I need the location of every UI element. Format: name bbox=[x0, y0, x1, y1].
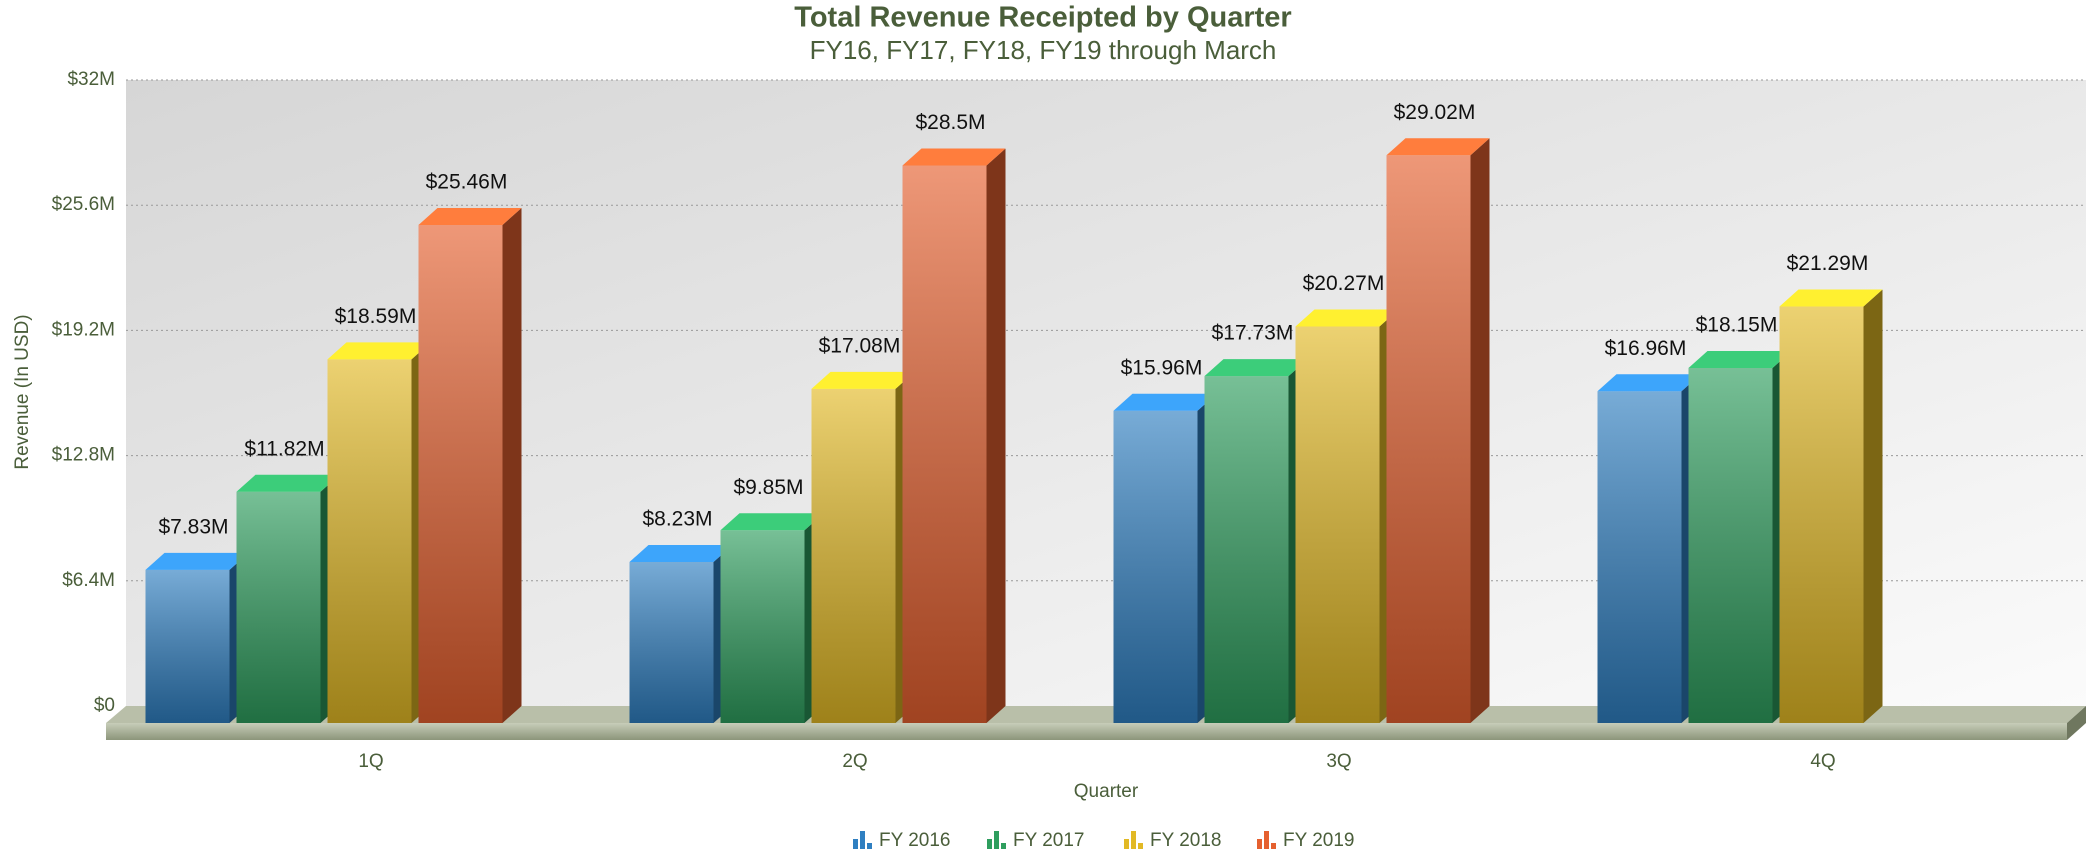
bar-top bbox=[1386, 138, 1490, 156]
value-label: $17.08M bbox=[819, 334, 901, 357]
bar-top bbox=[1688, 350, 1792, 368]
legend-icon bbox=[1124, 839, 1129, 849]
y-tick-label: $32M bbox=[67, 69, 115, 90]
bar-shade bbox=[720, 530, 805, 723]
legend-icon bbox=[1271, 843, 1276, 849]
bar-top bbox=[145, 552, 249, 570]
y-tick-label: $19.2M bbox=[52, 319, 115, 340]
y-axis-title: Revenue (In USD) bbox=[12, 314, 33, 469]
legend-icon bbox=[987, 839, 992, 849]
x-tick-label: 3Q bbox=[1326, 751, 1351, 772]
bar-top bbox=[1113, 393, 1217, 411]
value-label: $18.59M bbox=[335, 305, 417, 328]
value-label: $15.96M bbox=[1121, 356, 1203, 379]
bar-top bbox=[236, 474, 340, 492]
legend-label: FY 2017 bbox=[1013, 830, 1084, 851]
bar-side bbox=[502, 207, 522, 724]
legend-icon bbox=[994, 831, 999, 849]
legend-icon bbox=[867, 843, 872, 849]
bar-shade bbox=[145, 569, 230, 723]
bar-shade bbox=[1597, 391, 1682, 723]
value-label: $11.82M bbox=[244, 437, 324, 460]
bar-side bbox=[1470, 138, 1490, 723]
y-tick-label: $0 bbox=[94, 695, 115, 716]
bar-top bbox=[720, 513, 824, 531]
legend-icon bbox=[853, 839, 858, 849]
x-tick-label: 2Q bbox=[842, 751, 867, 772]
legend-icon bbox=[1257, 839, 1262, 849]
bar-shade bbox=[902, 165, 987, 723]
bar-top bbox=[1295, 309, 1399, 327]
value-label: $9.85M bbox=[733, 476, 803, 499]
value-label: $20.27M bbox=[1303, 272, 1385, 295]
legend-icon bbox=[860, 831, 865, 849]
bar-top bbox=[902, 148, 1006, 166]
legend-label: FY 2019 bbox=[1283, 830, 1354, 851]
bar-shade bbox=[1204, 376, 1289, 723]
bar-top bbox=[327, 342, 431, 360]
bar-shade bbox=[327, 359, 412, 723]
value-label: $18.15M bbox=[1696, 313, 1778, 336]
x-tick-label: 4Q bbox=[1810, 751, 1835, 772]
bar-shade bbox=[811, 388, 896, 723]
value-label: $8.23M bbox=[642, 508, 712, 531]
y-tick-label: $25.6M bbox=[52, 194, 115, 215]
x-axis-title: Quarter bbox=[1074, 781, 1139, 802]
bar-shade bbox=[629, 562, 714, 723]
bar-shade bbox=[236, 491, 321, 723]
legend-icon bbox=[1131, 831, 1136, 849]
y-tick-label: $6.4M bbox=[62, 570, 115, 591]
value-label: $25.46M bbox=[426, 170, 508, 193]
bar-side bbox=[986, 148, 1006, 723]
value-label: $21.29M bbox=[1787, 252, 1869, 275]
bar-shade bbox=[1386, 155, 1471, 723]
bar-shade bbox=[418, 224, 503, 723]
legend-label: FY 2018 bbox=[1150, 830, 1221, 851]
legend-icon bbox=[1001, 843, 1006, 849]
bar-shade bbox=[1688, 367, 1773, 723]
legend-icon bbox=[1138, 843, 1143, 849]
floor-top bbox=[106, 706, 2086, 723]
bar-top bbox=[1597, 374, 1701, 392]
bar-top bbox=[629, 545, 733, 563]
value-label: $29.02M bbox=[1394, 101, 1476, 124]
value-label: $7.83M bbox=[158, 515, 228, 538]
legend-label: FY 2016 bbox=[879, 830, 950, 851]
chart-title: Total Revenue Receipted by Quarter bbox=[794, 2, 1291, 34]
bar-side bbox=[1863, 289, 1883, 723]
chart-subtitle: FY16, FY17, FY18, FY19 through March bbox=[810, 35, 1277, 65]
y-tick-label: $12.8M bbox=[52, 445, 115, 466]
floor-front bbox=[106, 723, 2067, 740]
bar-shade bbox=[1779, 306, 1864, 723]
bar-top bbox=[1204, 359, 1308, 377]
bar-top bbox=[418, 207, 522, 225]
value-label: $28.5M bbox=[915, 111, 985, 134]
value-label: $16.96M bbox=[1605, 337, 1687, 360]
x-tick-label: 1Q bbox=[358, 751, 383, 772]
bar-top bbox=[811, 371, 915, 389]
bar-shade bbox=[1295, 326, 1380, 723]
legend-icon bbox=[1264, 831, 1269, 849]
floor-side bbox=[2067, 706, 2086, 740]
bar-top bbox=[1779, 289, 1883, 307]
value-label: $17.73M bbox=[1212, 322, 1294, 345]
bar-shade bbox=[1113, 410, 1198, 723]
